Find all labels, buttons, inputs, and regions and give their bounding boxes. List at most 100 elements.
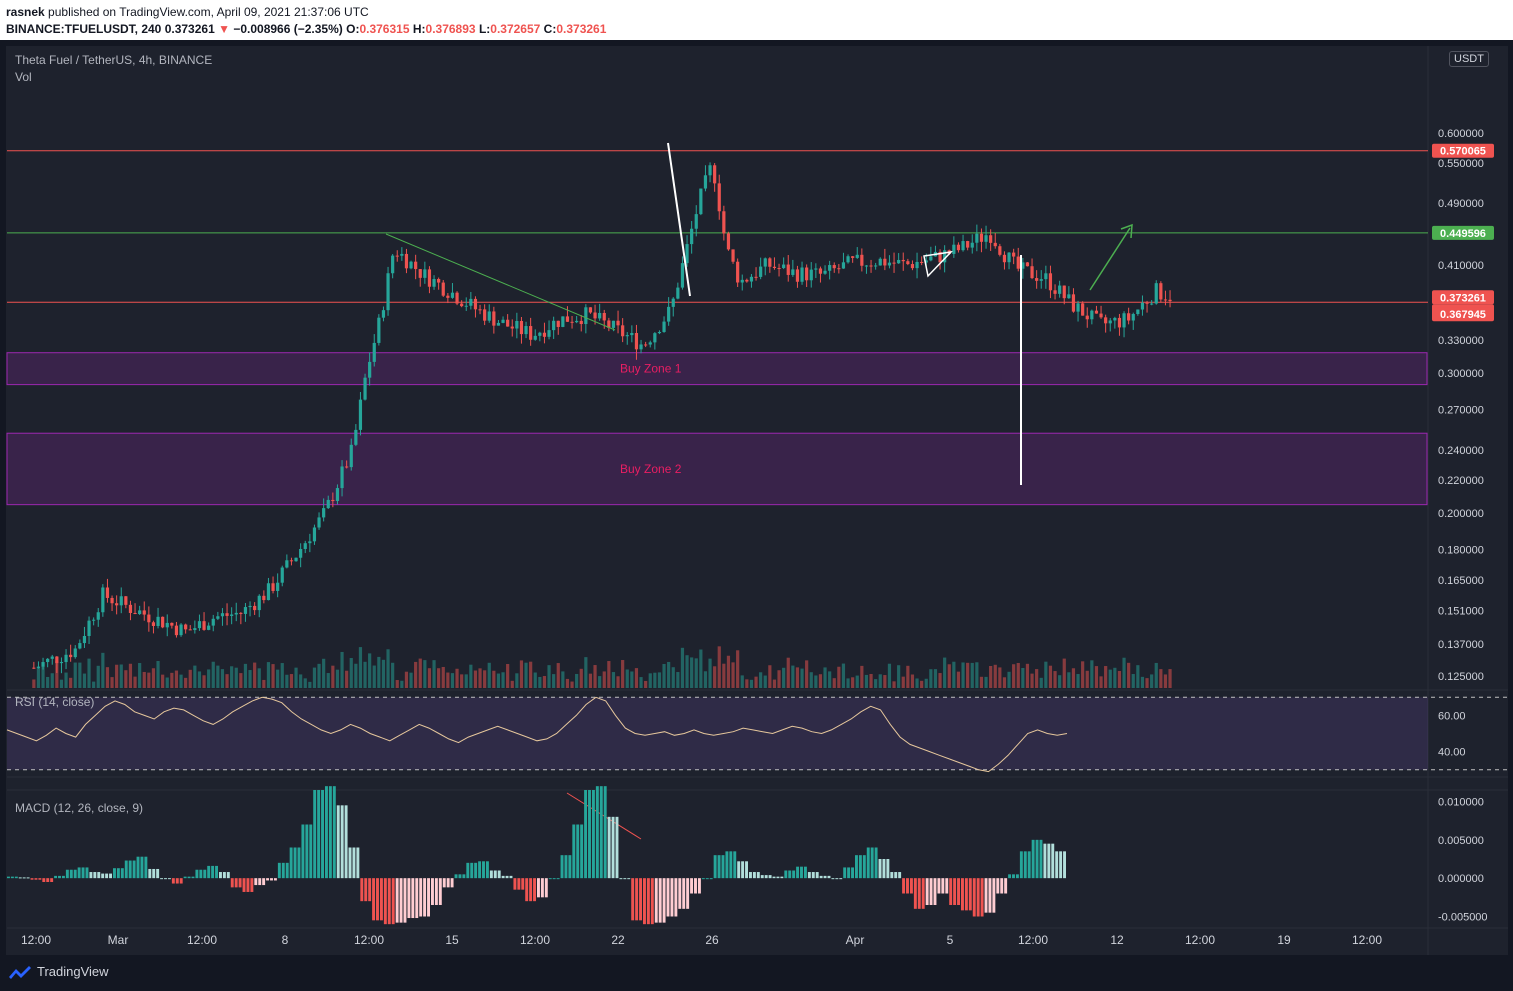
macd-histogram-bar [234, 878, 238, 888]
volume-bar [308, 681, 312, 688]
price-tag-label: 0.449596 [1440, 228, 1486, 240]
volume-bar [828, 671, 832, 688]
macd-histogram-bar [270, 878, 273, 881]
volume-bar [1131, 674, 1135, 688]
price-tag-label: 0.367945 [1440, 309, 1486, 321]
trendline-white-drop[interactable] [667, 142, 691, 297]
candle-body [193, 628, 197, 631]
tradingview-logo[interactable]: TradingView [8, 964, 109, 979]
candle-body [883, 258, 887, 266]
volume-bar [78, 662, 82, 688]
volume-bar [989, 666, 993, 688]
volume-bar [335, 669, 340, 688]
volume-bar [36, 667, 41, 688]
macd-histogram-bar [858, 855, 862, 879]
volume-bar [32, 679, 36, 688]
volume-bar [593, 665, 597, 688]
volume-bar [41, 665, 45, 688]
macd-histogram-bar [855, 855, 858, 879]
macd-histogram-bar [568, 855, 572, 879]
macd-histogram-bar [1059, 851, 1063, 879]
buy-zones: Buy Zone 1 Buy Zone 2 [6, 352, 1428, 506]
trendline-green[interactable] [385, 233, 616, 331]
volume-bar [956, 671, 961, 688]
macd-histogram-bar [109, 873, 112, 879]
candle-body [828, 265, 832, 271]
volume-bar [1090, 660, 1094, 688]
macd-histogram-bar [277, 862, 281, 879]
volume-bar [938, 673, 942, 688]
volume-bar [887, 663, 892, 688]
candle-body [391, 255, 395, 274]
price-tick-label: 0.200000 [1438, 508, 1484, 520]
author-name[interactable]: rasnek [6, 5, 45, 19]
price-tick-label: 0.300000 [1438, 368, 1484, 380]
volume-bar [570, 681, 574, 688]
volume-bar [1035, 669, 1039, 688]
macd-histogram-bar [148, 868, 152, 879]
volume-bar [736, 650, 740, 688]
macd-histogram-bar [635, 878, 639, 921]
time-tick-label: 12:00 [187, 933, 217, 947]
macd-histogram-bar [906, 878, 909, 894]
main-pane-title: Theta Fuel / TetherUS, 4h, BINANCE [15, 53, 213, 67]
candle-body [1081, 303, 1085, 316]
volume-bar [1099, 676, 1103, 688]
volume-bar [1076, 674, 1080, 688]
macd-histogram-bar [776, 876, 780, 879]
volume-bar [556, 663, 560, 688]
candle-body [607, 320, 611, 328]
volume-bar [1122, 657, 1126, 688]
macd-histogram-bar [226, 872, 230, 879]
volume-bar [782, 667, 786, 688]
candle-body [243, 607, 248, 614]
macd-histogram-bar [658, 878, 662, 923]
flag-triangle[interactable] [923, 250, 954, 278]
candle-body [496, 322, 501, 326]
macd-histogram-bar [183, 876, 187, 879]
volume-bar [340, 651, 344, 688]
macd-histogram-bar [540, 878, 544, 898]
volume-bar [496, 673, 501, 688]
candle-body [276, 582, 280, 591]
volume-bar [947, 664, 951, 688]
volume-bar [722, 663, 726, 688]
macd-histogram-bar [961, 878, 964, 911]
macd-histogram-bar [164, 878, 167, 880]
macd-histogram-bar [580, 824, 584, 879]
currency-badge[interactable]: USDT [1449, 51, 1489, 67]
macd-histogram-bar [827, 875, 831, 879]
publish-info: published on TradingView.com, April 09, … [48, 5, 369, 19]
macd-histogram-bar [725, 851, 729, 879]
chart-container[interactable] [6, 46, 1508, 955]
macd-histogram-bar [144, 856, 148, 879]
volume-bar [483, 670, 487, 688]
macd-histogram-bar [599, 786, 603, 879]
candle-body [294, 557, 298, 562]
candle-body [519, 320, 524, 335]
candle-body [271, 583, 275, 591]
candle-body [984, 235, 988, 242]
candle-body [625, 335, 629, 337]
volume-bar [1094, 666, 1099, 688]
arrow-up-green[interactable] [1089, 227, 1131, 291]
candle-body [202, 621, 206, 630]
candle-body [542, 332, 547, 337]
candle-body [197, 621, 202, 629]
macd-histogram-bar [623, 878, 627, 880]
symbol-line: BINANCE:TFUELUSDT, 240 0.373261 ▼ −0.008… [6, 22, 606, 36]
time-tick-label: 12 [1110, 933, 1124, 947]
macd-histogram-bar [160, 878, 164, 880]
macd-histogram-bar [772, 876, 776, 879]
close-value: 0.373261 [556, 22, 607, 36]
candle-body [975, 233, 979, 243]
volume-bar [501, 672, 505, 688]
candle-body [515, 320, 519, 329]
candle-body [690, 228, 694, 245]
candle-body [584, 307, 588, 325]
candle-body [46, 658, 50, 663]
price-tick-label: 0.270000 [1438, 404, 1484, 416]
volume-bar [423, 660, 427, 688]
